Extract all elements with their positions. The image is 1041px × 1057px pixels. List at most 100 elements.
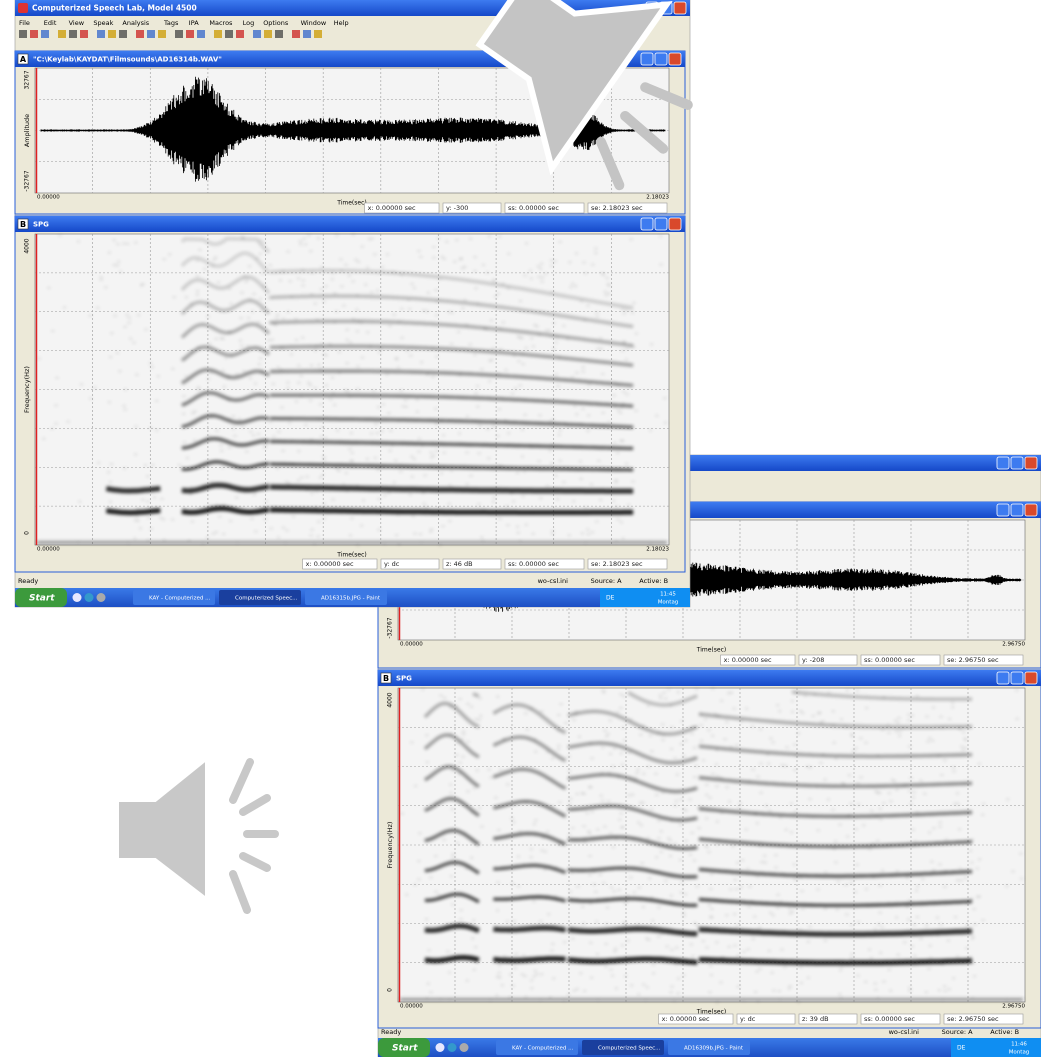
speaker-icon[interactable]: [445, 0, 732, 214]
noise: [703, 845, 707, 847]
noise: [958, 868, 962, 870]
task-button[interactable]: [305, 590, 387, 605]
menu-item[interactable]: Window: [301, 19, 327, 27]
start-label: Start: [29, 594, 55, 604]
quick-launch-icon[interactable]: [459, 1043, 469, 1052]
noise: [109, 501, 113, 503]
window-button[interactable]: [1010, 671, 1024, 685]
task-button[interactable]: [582, 1040, 664, 1055]
noise: [421, 492, 425, 494]
window-button[interactable]: [1024, 456, 1038, 470]
window-button[interactable]: [668, 217, 682, 231]
toolbar-button[interactable]: [69, 30, 77, 38]
menu-item[interactable]: Log: [243, 19, 255, 27]
window-button[interactable]: [640, 217, 654, 231]
noise: [874, 989, 878, 991]
noise: [221, 466, 225, 469]
toolbar-button[interactable]: [303, 30, 311, 38]
noise: [447, 503, 451, 505]
window-button[interactable]: [673, 1, 687, 15]
toolbar-button[interactable]: [214, 30, 222, 38]
noise: [429, 531, 433, 533]
task-button[interactable]: [219, 590, 301, 605]
task-label: Computerized Speec...: [235, 596, 298, 602]
toolbar-button[interactable]: [97, 30, 105, 38]
speaker-icon[interactable]: [115, 753, 279, 914]
window-button[interactable]: [654, 217, 668, 231]
window-button[interactable]: [1024, 671, 1038, 685]
task-button[interactable]: [668, 1040, 750, 1055]
window-button[interactable]: [996, 671, 1010, 685]
toolbar-button[interactable]: [186, 30, 194, 38]
noise: [511, 392, 515, 395]
window-button[interactable]: [1010, 503, 1024, 517]
start-button[interactable]: [378, 1038, 430, 1057]
toolbar-button[interactable]: [275, 30, 283, 38]
quick-launch-icon[interactable]: [435, 1043, 445, 1052]
noise: [625, 393, 629, 395]
noise: [281, 450, 285, 452]
noise: [117, 260, 121, 263]
start-button[interactable]: [15, 588, 67, 607]
menu-item[interactable]: Help: [334, 19, 349, 27]
noise: [146, 539, 150, 541]
noise: [856, 782, 860, 785]
noise: [769, 737, 773, 740]
toolbar-button[interactable]: [58, 30, 66, 38]
noise: [658, 694, 662, 696]
window-button[interactable]: [996, 456, 1010, 470]
toolbar-button[interactable]: [119, 30, 127, 38]
window-button[interactable]: [654, 52, 668, 66]
quick-launch-icon[interactable]: [96, 593, 106, 602]
menu-item[interactable]: File: [19, 19, 30, 27]
window-button[interactable]: [996, 503, 1010, 517]
toolbar-button[interactable]: [41, 30, 49, 38]
window-button[interactable]: [1010, 456, 1024, 470]
status-text: ss: 0.00000 sec: [864, 1015, 915, 1023]
noise: [50, 428, 54, 430]
quick-launch-icon[interactable]: [447, 1043, 457, 1052]
toolbar-button[interactable]: [264, 30, 272, 38]
task-button[interactable]: [133, 590, 215, 605]
noise: [908, 745, 912, 748]
noise: [620, 350, 624, 352]
noise: [728, 800, 732, 803]
quick-launch-icon[interactable]: [84, 593, 94, 602]
menu-item[interactable]: Speak: [93, 19, 113, 27]
window-button[interactable]: [640, 52, 654, 66]
toolbar-button[interactable]: [292, 30, 300, 38]
harmonic-band: [424, 860, 480, 875]
quick-launch-icon[interactable]: [72, 593, 82, 602]
toolbar-button[interactable]: [147, 30, 155, 38]
task-button[interactable]: [496, 1040, 578, 1055]
toolbar-button[interactable]: [225, 30, 233, 38]
menu-item[interactable]: Tags: [163, 19, 179, 27]
noise: [465, 416, 469, 418]
menu-item[interactable]: Macros: [209, 19, 233, 27]
window-button[interactable]: [668, 52, 682, 66]
noise: [650, 750, 654, 752]
toolbar-button[interactable]: [80, 30, 88, 38]
toolbar-button[interactable]: [314, 30, 322, 38]
noise: [450, 470, 454, 472]
noise: [177, 464, 181, 466]
toolbar-button[interactable]: [158, 30, 166, 38]
menu-item[interactable]: View: [69, 19, 85, 27]
menu-item[interactable]: IPA: [189, 19, 199, 27]
noise: [355, 309, 359, 311]
menu-item[interactable]: Analysis: [122, 19, 149, 27]
toolbar-button[interactable]: [136, 30, 144, 38]
toolbar-button[interactable]: [108, 30, 116, 38]
toolbar-button[interactable]: [30, 30, 38, 38]
toolbar-button[interactable]: [236, 30, 244, 38]
window-button[interactable]: [1024, 503, 1038, 517]
menu-item[interactable]: Options: [263, 19, 289, 27]
noise: [631, 794, 635, 796]
noise: [355, 330, 359, 332]
toolbar-button[interactable]: [253, 30, 261, 38]
toolbar-button[interactable]: [197, 30, 205, 38]
noise: [247, 317, 251, 319]
menu-item[interactable]: Edit: [44, 19, 57, 27]
toolbar-button[interactable]: [175, 30, 183, 38]
toolbar-button[interactable]: [19, 30, 27, 38]
